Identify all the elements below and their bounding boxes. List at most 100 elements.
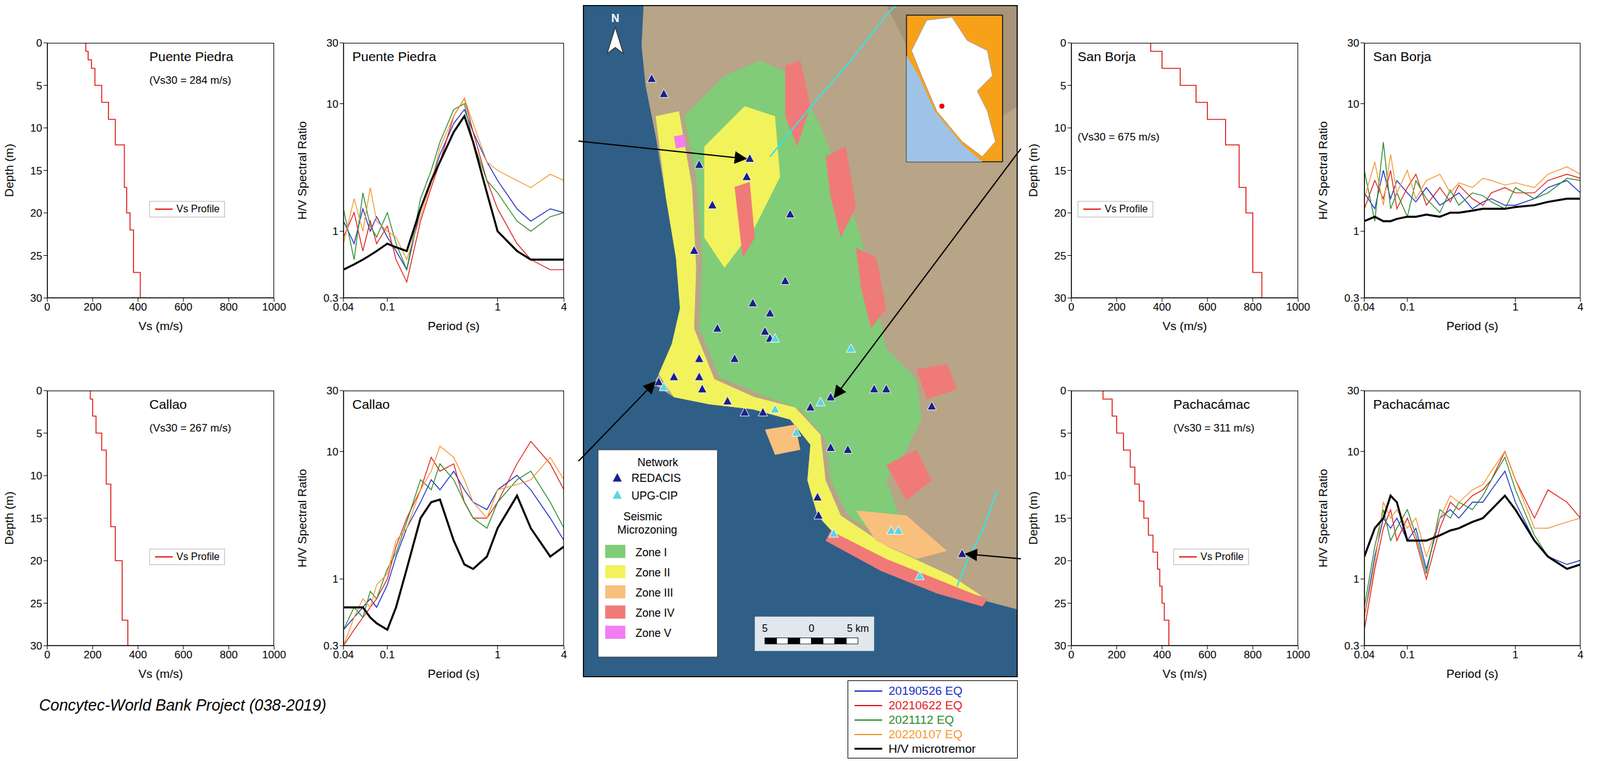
svg-text:1: 1 xyxy=(1353,225,1360,238)
svg-text:10: 10 xyxy=(1054,122,1067,135)
svg-text:600: 600 xyxy=(174,301,193,314)
svg-text:H/V Spectral Ratio: H/V Spectral Ratio xyxy=(295,120,309,220)
svg-text:600: 600 xyxy=(1198,649,1217,662)
svg-text:0: 0 xyxy=(36,385,43,398)
svg-text:25: 25 xyxy=(30,598,43,611)
svg-text:1000: 1000 xyxy=(262,649,287,662)
svg-text:800: 800 xyxy=(1243,301,1262,314)
svg-text:4: 4 xyxy=(560,301,567,314)
svg-text:Depth (m): Depth (m) xyxy=(1026,491,1040,545)
svg-text:30: 30 xyxy=(1347,37,1360,50)
svg-text:Zone III: Zone III xyxy=(635,586,674,600)
svg-text:0: 0 xyxy=(1060,385,1067,398)
svg-text:Depth (m): Depth (m) xyxy=(1026,143,1040,197)
svg-text:25: 25 xyxy=(30,250,43,263)
svg-text:400: 400 xyxy=(1153,301,1171,314)
svg-text:10: 10 xyxy=(30,470,43,483)
svg-text:15: 15 xyxy=(30,512,43,525)
svg-text:25: 25 xyxy=(1054,598,1067,611)
svg-text:1000: 1000 xyxy=(1286,301,1311,314)
svg-text:200: 200 xyxy=(1107,301,1126,314)
svg-text:1000: 1000 xyxy=(262,301,287,314)
svg-text:5: 5 xyxy=(1060,427,1067,440)
svg-text:Period (s): Period (s) xyxy=(1446,319,1498,333)
svg-text:1000: 1000 xyxy=(1286,649,1311,662)
svg-text:Zone V: Zone V xyxy=(635,627,672,640)
svg-text:0.3: 0.3 xyxy=(1344,640,1360,653)
svg-text:10: 10 xyxy=(1054,470,1067,483)
svg-text:5: 5 xyxy=(36,80,43,93)
svg-text:30: 30 xyxy=(30,640,43,653)
svg-text:30: 30 xyxy=(30,292,43,305)
svg-text:0: 0 xyxy=(1060,37,1067,50)
svg-text:Vs (m/s): Vs (m/s) xyxy=(138,667,184,681)
svg-text:200: 200 xyxy=(83,301,102,314)
svg-text:25: 25 xyxy=(1054,250,1067,263)
svg-text:10: 10 xyxy=(326,98,339,111)
svg-text:0.1: 0.1 xyxy=(379,649,396,662)
svg-text:4: 4 xyxy=(1577,649,1583,662)
svg-text:30: 30 xyxy=(1054,640,1067,653)
svg-text:10: 10 xyxy=(1347,98,1360,111)
svg-text:0.1: 0.1 xyxy=(1399,649,1415,662)
svg-text:0.1: 0.1 xyxy=(379,301,396,314)
svg-text:UPG-CIP: UPG-CIP xyxy=(631,489,679,503)
svg-text:H/V Spectral Ratio: H/V Spectral Ratio xyxy=(1316,468,1330,568)
svg-text:0: 0 xyxy=(808,622,815,634)
svg-text:800: 800 xyxy=(219,649,238,662)
svg-text:400: 400 xyxy=(1153,649,1171,662)
svg-text:30: 30 xyxy=(1347,385,1360,398)
svg-text:400: 400 xyxy=(129,301,147,314)
svg-text:200: 200 xyxy=(1107,649,1126,662)
svg-text:1: 1 xyxy=(1512,301,1519,314)
svg-text:Vs (m/s): Vs (m/s) xyxy=(1162,319,1208,333)
svg-text:0: 0 xyxy=(1068,649,1074,662)
svg-text:20: 20 xyxy=(1054,207,1067,220)
svg-text:1: 1 xyxy=(494,649,501,662)
svg-text:0: 0 xyxy=(44,301,50,314)
svg-text:Zone IV: Zone IV xyxy=(635,606,675,620)
svg-text:20: 20 xyxy=(30,555,43,568)
svg-text:0.3: 0.3 xyxy=(323,640,339,653)
svg-text:0.1: 0.1 xyxy=(1399,301,1415,314)
svg-text:Zone I: Zone I xyxy=(635,546,667,559)
svg-text:0.3: 0.3 xyxy=(323,292,339,305)
svg-text:5: 5 xyxy=(36,427,43,440)
svg-text:0: 0 xyxy=(1068,301,1074,314)
svg-text:Period (s): Period (s) xyxy=(427,319,480,333)
svg-text:Vs (m/s): Vs (m/s) xyxy=(138,319,184,333)
svg-text:15: 15 xyxy=(30,165,43,178)
svg-text:5: 5 xyxy=(761,622,768,634)
svg-text:Period (s): Period (s) xyxy=(427,667,480,681)
svg-text:1: 1 xyxy=(494,301,501,314)
svg-text:1: 1 xyxy=(1512,649,1519,662)
svg-text:5 km: 5 km xyxy=(846,622,870,634)
svg-text:H/V Spectral Ratio: H/V Spectral Ratio xyxy=(1316,120,1330,220)
svg-text:Depth (m): Depth (m) xyxy=(2,491,16,545)
svg-text:400: 400 xyxy=(129,649,147,662)
svg-text:Depth (m): Depth (m) xyxy=(2,143,16,197)
svg-text:600: 600 xyxy=(174,649,193,662)
svg-text:10: 10 xyxy=(30,122,43,135)
svg-text:600: 600 xyxy=(1198,301,1217,314)
svg-text:Period (s): Period (s) xyxy=(1446,667,1498,681)
svg-text:20: 20 xyxy=(30,207,43,220)
svg-text:10: 10 xyxy=(1347,446,1360,459)
svg-text:Network: Network xyxy=(637,456,679,469)
svg-text:N: N xyxy=(611,11,620,25)
svg-text:1: 1 xyxy=(332,573,339,586)
svg-text:800: 800 xyxy=(219,301,238,314)
svg-text:30: 30 xyxy=(326,385,339,398)
svg-text:0: 0 xyxy=(36,37,43,50)
svg-text:4: 4 xyxy=(560,649,567,662)
svg-text:15: 15 xyxy=(1054,512,1067,525)
svg-text:4: 4 xyxy=(1577,301,1583,314)
svg-text:1: 1 xyxy=(332,225,339,238)
svg-text:15: 15 xyxy=(1054,165,1067,178)
svg-text:200: 200 xyxy=(83,649,102,662)
svg-text:10: 10 xyxy=(326,446,339,459)
svg-text:5: 5 xyxy=(1060,80,1067,93)
svg-text:REDACIS: REDACIS xyxy=(631,471,681,485)
svg-text:Zone II: Zone II xyxy=(635,566,670,580)
svg-text:SeismicMicrozoning: SeismicMicrozoning xyxy=(617,510,678,537)
